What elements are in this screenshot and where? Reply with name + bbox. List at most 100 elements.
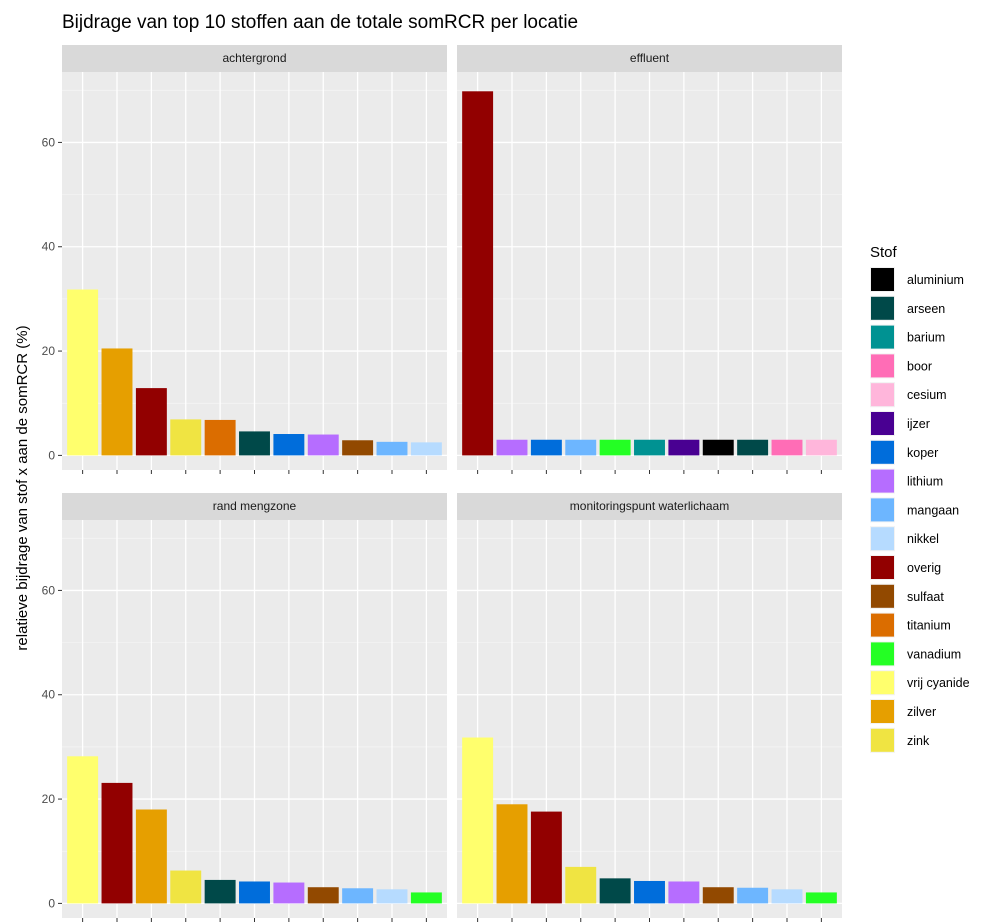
bar (771, 889, 803, 904)
bar (599, 439, 631, 456)
bar (135, 388, 167, 456)
legend-item: mangaan (870, 497, 959, 523)
facet-panel: achtergrond 0 20 40 60 (42, 45, 447, 474)
legend-key (871, 613, 894, 637)
legend-key (871, 412, 894, 435)
y-tick-label: 0 (48, 896, 55, 910)
legend-key (871, 556, 894, 579)
bar (307, 434, 339, 456)
legend-key (871, 642, 894, 666)
legend-key (871, 527, 894, 551)
bar (702, 439, 734, 456)
bar (239, 431, 270, 456)
legend-key (871, 469, 894, 493)
legend-item: nikkel (870, 526, 939, 552)
legend-label: sulfaat (907, 590, 944, 604)
legend-label: barium (907, 331, 945, 345)
bar (668, 881, 700, 904)
legend-label: mangaan (907, 503, 959, 517)
bar (342, 440, 374, 456)
legend-item: lithium (870, 468, 943, 494)
bar (530, 439, 562, 456)
legend-label: zilver (907, 705, 936, 719)
legend-key (871, 296, 894, 320)
bar (410, 892, 442, 904)
legend-item: aluminium (870, 267, 964, 292)
legend-item: zilver (870, 699, 936, 724)
bar (376, 889, 408, 904)
legend-items: aluminium arseen barium boor cesium ijzer kope… (870, 267, 970, 753)
legend-item: barium (870, 324, 945, 350)
facet-strip (62, 493, 447, 520)
legend-item: sulfaat (870, 583, 944, 609)
facet-strip-label: monitoringspunt waterlichaam (570, 499, 729, 513)
legend-item: vanadium (870, 641, 961, 667)
legend-key (871, 584, 894, 608)
legend-item: boor (870, 353, 932, 379)
bar (668, 439, 700, 456)
bar (376, 441, 408, 456)
legend-key (871, 498, 894, 522)
bar (101, 782, 133, 904)
legend-label: boor (907, 359, 932, 373)
bar (462, 737, 494, 904)
legend-label: ijzer (907, 417, 930, 431)
legend-key (871, 440, 894, 464)
legend-item: titanium (870, 612, 951, 638)
legend-item: zink (870, 727, 930, 753)
y-tick-label: 60 (42, 135, 56, 149)
legend-key (871, 354, 894, 378)
facet-panel: rand mengzone 0 20 40 60 (42, 493, 447, 922)
bar (462, 91, 494, 456)
legend-label: titanium (907, 619, 951, 633)
facet-strip (62, 45, 447, 72)
chart-title: Bijdrage van top 10 stoffen aan de total… (62, 12, 578, 33)
legend-item: overig (870, 555, 941, 580)
bar (496, 439, 528, 456)
legend-key (871, 325, 894, 349)
bar (599, 878, 631, 904)
bar (135, 809, 167, 904)
bar (565, 439, 597, 456)
y-axis-title: relatieve bijdrage van stof x aan de som… (14, 325, 31, 650)
bar (771, 439, 803, 456)
bar (737, 439, 769, 456)
legend-key (871, 671, 894, 695)
legend-item: arseen (870, 295, 945, 321)
y-tick-label: 20 (42, 344, 56, 358)
bar (170, 419, 202, 456)
bar (170, 870, 202, 904)
y-tick-label: 20 (42, 792, 56, 806)
bar (307, 887, 339, 904)
bar (737, 887, 769, 904)
facet-panels: achtergrond 0 20 40 60 effluent rand mengzone 0… (42, 45, 842, 922)
legend-label: koper (907, 446, 938, 460)
legend-key (871, 268, 894, 291)
bar (634, 439, 665, 456)
facet-strip-label: rand mengzone (213, 499, 297, 513)
bar (634, 880, 665, 904)
bar (410, 442, 442, 456)
bar (204, 879, 236, 904)
bar (101, 348, 133, 456)
bar (702, 887, 734, 904)
legend-label: zink (907, 734, 930, 748)
legend-label: lithium (907, 475, 943, 489)
legend-item: koper (870, 439, 938, 465)
bar (565, 866, 597, 904)
legend-key (871, 728, 894, 752)
legend-item: ijzer (870, 411, 930, 436)
bar (805, 892, 837, 904)
bar (273, 882, 305, 904)
legend-key (871, 383, 894, 407)
legend-label: aluminium (907, 273, 964, 287)
legend-label: cesium (907, 388, 947, 402)
facet-strip (457, 45, 842, 72)
legend-title: Stof (870, 244, 898, 261)
facet-strip (457, 493, 842, 520)
legend-item: cesium (870, 382, 947, 408)
legend-label: nikkel (907, 532, 939, 546)
bar (204, 419, 236, 456)
bar (496, 804, 528, 904)
